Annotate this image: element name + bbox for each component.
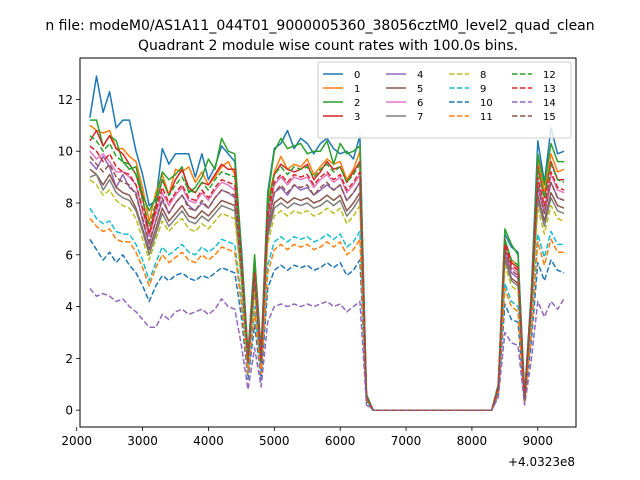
legend-label-1: 1 (354, 84, 360, 95)
series-line-13 (89, 145, 565, 411)
legend-label-0: 0 (354, 70, 360, 81)
legend-label-13: 13 (543, 84, 556, 95)
series-line-15 (89, 155, 565, 411)
legend-box (317, 61, 572, 139)
legend-label-8: 8 (480, 70, 486, 81)
x-tick-label: 7000 (391, 434, 422, 448)
x-tick-label: 4000 (193, 434, 224, 448)
y-tick-label: 0 (65, 404, 73, 418)
y-tick-label: 8 (65, 197, 73, 211)
series-line-11 (89, 218, 565, 411)
y-tick-label: 6 (65, 248, 73, 262)
y-tick-label: 12 (58, 93, 73, 107)
chart-suptitle: n file: modeM0/AS1A11_044T01_9000005360_… (45, 18, 594, 34)
chart-title: Quadrant 2 module wise count rates with … (138, 38, 518, 54)
x-tick-label: 9000 (523, 434, 554, 448)
x-tick-label: 2000 (61, 434, 92, 448)
x-tick-label: 6000 (325, 434, 356, 448)
legend-label-15: 15 (543, 112, 556, 123)
y-tick-label: 2 (65, 352, 73, 366)
x-axis: 2000 3000 4000 5000 6000 7000 8000 9000 (61, 427, 553, 448)
x-tick-label: 8000 (457, 434, 488, 448)
legend-label-2: 2 (354, 98, 360, 109)
y-axis: 0 2 4 6 8 10 12 (58, 93, 80, 418)
axes-frame (79, 57, 577, 428)
x-tick-label: 5000 (259, 434, 290, 448)
series-line-8 (89, 179, 565, 411)
legend-label-10: 10 (480, 98, 493, 109)
y-tick-label: 4 (65, 300, 73, 314)
legend-label-4: 4 (417, 70, 423, 81)
x-offset-label: +4.0323e8 (508, 455, 575, 469)
legend-label-6: 6 (417, 98, 423, 109)
legend-label-14: 14 (543, 98, 556, 109)
legend-label-3: 3 (354, 112, 360, 123)
y-tick-label: 10 (58, 145, 73, 159)
x-tick-label: 3000 (127, 434, 158, 448)
legend-label-11: 11 (480, 112, 493, 123)
legend-label-7: 7 (417, 112, 423, 123)
plot-lines (89, 75, 565, 411)
legend-label-5: 5 (417, 84, 423, 95)
legend-label-12: 12 (543, 70, 556, 81)
legend-label-9: 9 (480, 84, 486, 95)
